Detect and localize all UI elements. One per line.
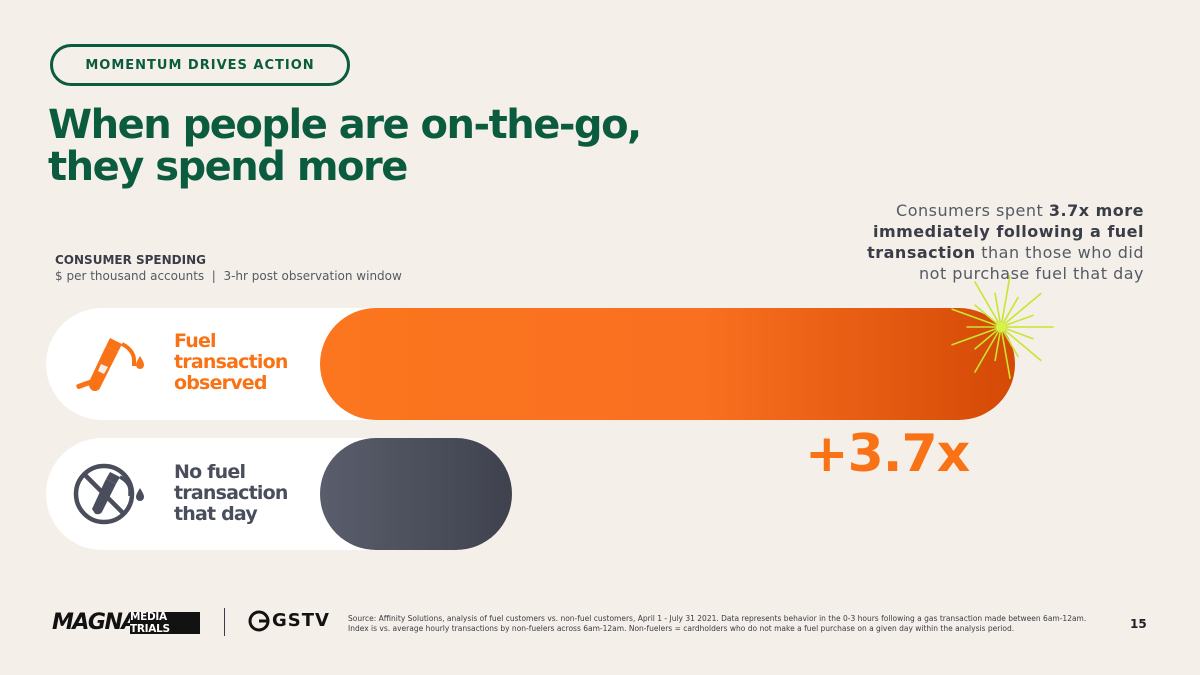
magna-logo: MAGNA — [52, 610, 138, 635]
gstv-logo-mark — [248, 610, 270, 632]
spark-ray — [1000, 326, 1034, 340]
row-label-fuel-l2: transaction — [174, 351, 288, 373]
row-label-fuel: Fuel transaction observed — [174, 331, 288, 394]
spark-ray — [1000, 314, 1034, 328]
page-number: 15 — [1130, 617, 1147, 631]
no-fuel-pump-icon — [73, 463, 144, 525]
section-tag: MOMENTUM DRIVES ACTION — [50, 44, 350, 86]
bar-fuel — [320, 308, 1015, 420]
index-label: +3.7x — [805, 424, 970, 484]
page-title-line1: When people are on-the-go, — [48, 102, 642, 148]
row-label-nofuel-l1: No fuel — [174, 461, 246, 483]
callout-part1: Consumers spent — [896, 201, 1049, 220]
spark-ray — [994, 292, 1002, 328]
spark-ray — [974, 326, 1002, 373]
footer-divider — [224, 608, 225, 636]
page-title: When people are on-the-go, they spend mo… — [48, 102, 642, 190]
chart-subtitle: $ per thousand accounts | 3-hr post obse… — [55, 269, 402, 283]
row-label-nofuel-l3: that day — [174, 503, 258, 525]
page-title-line2: they spend more — [48, 144, 408, 190]
spark-icon — [951, 274, 1054, 379]
spark-ray — [1000, 274, 1011, 328]
spark-ray — [1000, 292, 1042, 328]
gstv-logo: GSTV — [272, 610, 330, 631]
spark-ray — [1000, 326, 1019, 358]
section-tag-text: MOMENTUM DRIVES ACTION — [85, 57, 315, 73]
callout-part2: than those who did not purchase fuel tha… — [919, 243, 1144, 283]
spark-ray — [994, 326, 1002, 362]
spark-ray — [974, 326, 1002, 350]
spark-ray — [1000, 326, 1011, 379]
callout-bold: 3.7x more immediately following a fuel t… — [867, 201, 1144, 262]
gstv-logo-text: GSTV — [272, 610, 330, 631]
bar-nofuel — [320, 438, 512, 550]
spark-ray — [1000, 296, 1019, 328]
callout-text: Consumers spent 3.7x more immediately fo… — [844, 200, 1144, 284]
source-note: Source: Affinity Solutions, analysis of … — [348, 614, 1087, 633]
chart-title: CONSUMER SPENDING — [55, 253, 206, 267]
fuel-pump-icon — [76, 338, 144, 391]
media-trials-logo: MEDIA TRIALS — [130, 611, 200, 635]
spark-ray — [951, 308, 1002, 328]
spark-ray — [951, 326, 1002, 346]
row-label-fuel-l1: Fuel — [174, 330, 217, 352]
spark-ray — [974, 281, 1002, 328]
spark-ray — [1000, 326, 1042, 362]
row-label-nofuel-l2: transaction — [174, 482, 288, 504]
row-label-nofuel: No fuel transaction that day — [174, 462, 288, 525]
row-label-fuel-l3: observed — [174, 372, 268, 394]
spark-ray — [974, 304, 1002, 328]
